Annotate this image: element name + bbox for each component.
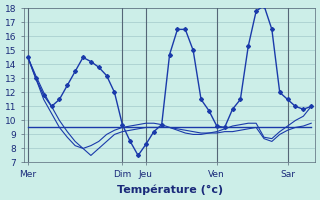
X-axis label: Température (°c): Température (°c): [116, 185, 223, 195]
